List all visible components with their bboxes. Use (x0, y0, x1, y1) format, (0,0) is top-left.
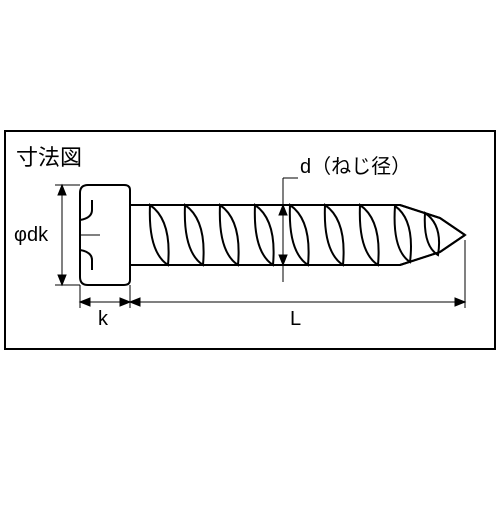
screw-drawing (0, 0, 500, 500)
dim-k (80, 285, 130, 308)
screw-head (80, 185, 130, 285)
diagram-container: 寸法図 φdk k L d（ねじ径） (0, 0, 500, 500)
dim-phi-dk (55, 185, 80, 285)
screw-body (130, 205, 465, 265)
